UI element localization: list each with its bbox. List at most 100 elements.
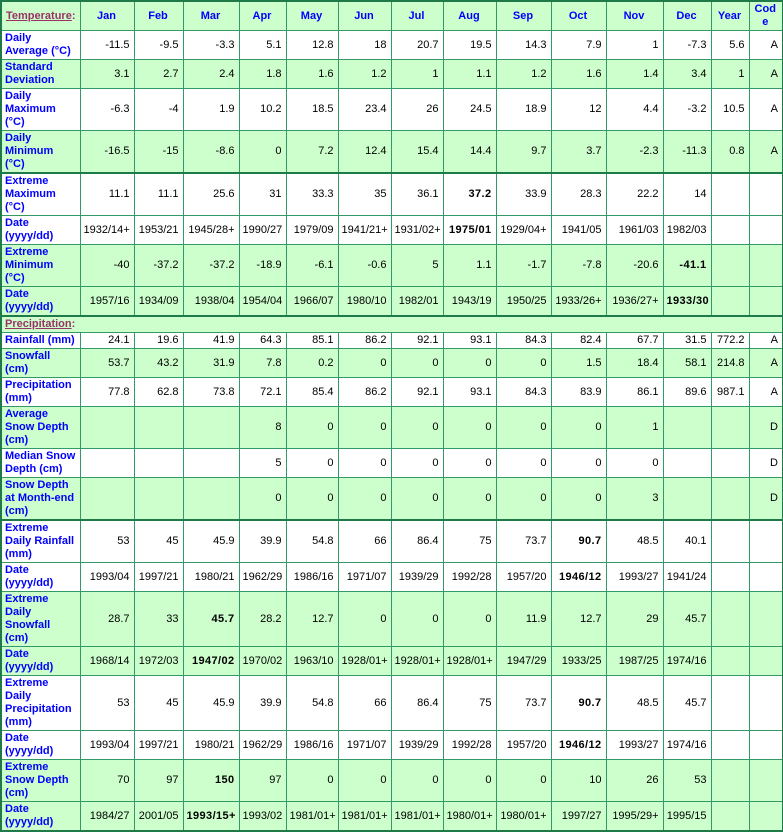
data-cell <box>710 215 750 245</box>
data-cell: A <box>748 59 783 89</box>
data-cell: 2.7 <box>133 59 184 89</box>
data-cell <box>710 646 750 676</box>
data-cell: D <box>748 406 783 449</box>
data-cell: 12 <box>550 88 607 131</box>
col-header-sep: Sep <box>495 0 552 31</box>
data-cell <box>133 406 184 449</box>
data-cell <box>748 286 783 317</box>
data-cell: 1993/15+ <box>182 801 240 832</box>
data-cell: 1980/01+ <box>495 801 552 832</box>
precipitation-section-label[interactable]: Precipitation: <box>5 318 76 330</box>
data-cell: 1980/21 <box>182 730 240 760</box>
data-cell: -7.3 <box>662 30 712 60</box>
data-cell: 62.8 <box>133 377 184 407</box>
data-cell: 0 <box>550 406 607 449</box>
data-cell: -20.6 <box>605 244 664 287</box>
data-cell: -1.7 <box>495 244 552 287</box>
data-cell <box>710 406 750 449</box>
data-cell: 67.7 <box>605 332 664 349</box>
data-cell: 33 <box>133 591 184 647</box>
data-cell: 11.9 <box>495 591 552 647</box>
data-cell <box>748 172 783 216</box>
data-cell: 1982/01 <box>390 286 444 317</box>
data-cell: 84.3 <box>495 377 552 407</box>
data-cell: 1936/27+ <box>605 286 664 317</box>
table-row: Snow Depth at Month-end (cm) 0 0 0 0 0 0 0 3 D <box>0 477 783 521</box>
data-cell: 53 <box>662 759 712 802</box>
row-label: Extreme Snow Depth (cm) <box>0 759 81 802</box>
data-cell: 1980/01+ <box>442 801 497 832</box>
col-header-apr: Apr <box>238 0 287 31</box>
row-label: Date (yyyy/dd) <box>0 562 81 592</box>
table-row: Median Snow Depth (cm) 5 0 0 0 0 0 0 0 D <box>0 448 783 478</box>
data-cell: 90.7 <box>550 675 607 731</box>
data-cell: 83.9 <box>550 377 607 407</box>
data-cell: 97 <box>133 759 184 802</box>
data-cell: 31 <box>238 172 287 216</box>
data-cell: 1.2 <box>495 59 552 89</box>
data-cell: 24.5 <box>442 88 497 131</box>
data-cell: 1 <box>710 59 750 89</box>
col-header-aug: Aug <box>442 0 497 31</box>
data-cell <box>748 562 783 592</box>
data-cell: 0 <box>337 759 392 802</box>
data-cell: 0 <box>390 348 444 378</box>
data-cell: 0 <box>442 477 497 521</box>
data-cell: 1941/05 <box>550 215 607 245</box>
data-cell: 35 <box>337 172 392 216</box>
data-cell: 987.1 <box>710 377 750 407</box>
data-cell: 0 <box>390 759 444 802</box>
col-header-nov: Nov <box>605 0 664 31</box>
data-cell: 0 <box>390 448 444 478</box>
row-label: Extreme Maximum (°C) <box>0 172 81 216</box>
data-cell: 12.7 <box>550 591 607 647</box>
data-cell <box>79 406 135 449</box>
table-row: Daily Maximum (°C) -6.3 -4 1.9 10.2 18.5 23.4 2… <box>0 88 783 131</box>
data-cell: 1970/02 <box>238 646 287 676</box>
data-cell: 45.7 <box>182 591 240 647</box>
data-cell: 1 <box>605 406 664 449</box>
data-cell: 1980/21 <box>182 562 240 592</box>
data-cell: A <box>748 130 783 174</box>
row-label: Snowfall (cm) <box>0 348 81 378</box>
data-cell <box>710 562 750 592</box>
data-cell <box>182 406 240 449</box>
data-cell: 1939/29 <box>390 562 444 592</box>
row-label: Date (yyyy/dd) <box>0 730 81 760</box>
data-cell: 39.9 <box>238 675 287 731</box>
data-cell: 1.2 <box>337 59 392 89</box>
precipitation-section-cell: Precipitation: <box>0 315 783 333</box>
data-cell: A <box>748 377 783 407</box>
data-cell: 1974/16 <box>662 646 712 676</box>
data-cell: 1971/07 <box>337 730 392 760</box>
table-row: Extreme Minimum (°C) -40 -37.2 -37.2 -18.9 -6… <box>0 244 783 287</box>
data-cell: 1962/29 <box>238 730 287 760</box>
data-cell: 0 <box>285 448 339 478</box>
data-cell: 1995/29+ <box>605 801 664 832</box>
header-row: Temperature: Jan Feb Mar Apr May Jun Jul… <box>0 0 783 31</box>
data-cell: 1929/04+ <box>495 215 552 245</box>
data-cell: 1931/02+ <box>390 215 444 245</box>
row-label: Daily Minimum (°C) <box>0 130 81 174</box>
data-cell: A <box>748 348 783 378</box>
data-cell: 1957/20 <box>495 730 552 760</box>
data-cell: -4 <box>133 88 184 131</box>
data-cell: -16.5 <box>79 130 135 174</box>
table-row: Standard Deviation 3.1 2.7 2.4 1.8 1.6 1.2 1 1.1… <box>0 59 783 89</box>
table-row: Extreme Daily Rainfall (mm) 53 45 45.9 39.9 5… <box>0 519 783 563</box>
data-cell: -3.3 <box>182 30 240 60</box>
data-cell: 12.8 <box>285 30 339 60</box>
data-cell: -3.2 <box>662 88 712 131</box>
data-cell <box>748 646 783 676</box>
data-cell: 1997/21 <box>133 562 184 592</box>
data-cell: 1971/07 <box>337 562 392 592</box>
data-cell: 3.1 <box>79 59 135 89</box>
data-cell: 150 <box>182 759 240 802</box>
data-cell: 18.5 <box>285 88 339 131</box>
temperature-section-label[interactable]: Temperature: <box>6 9 76 22</box>
data-cell: 772.2 <box>710 332 750 349</box>
data-cell: 1980/10 <box>337 286 392 317</box>
data-cell: 0 <box>337 477 392 521</box>
table-row: Rainfall (mm) 24.1 19.6 41.9 64.3 85.1 86.2 92.… <box>0 332 783 349</box>
